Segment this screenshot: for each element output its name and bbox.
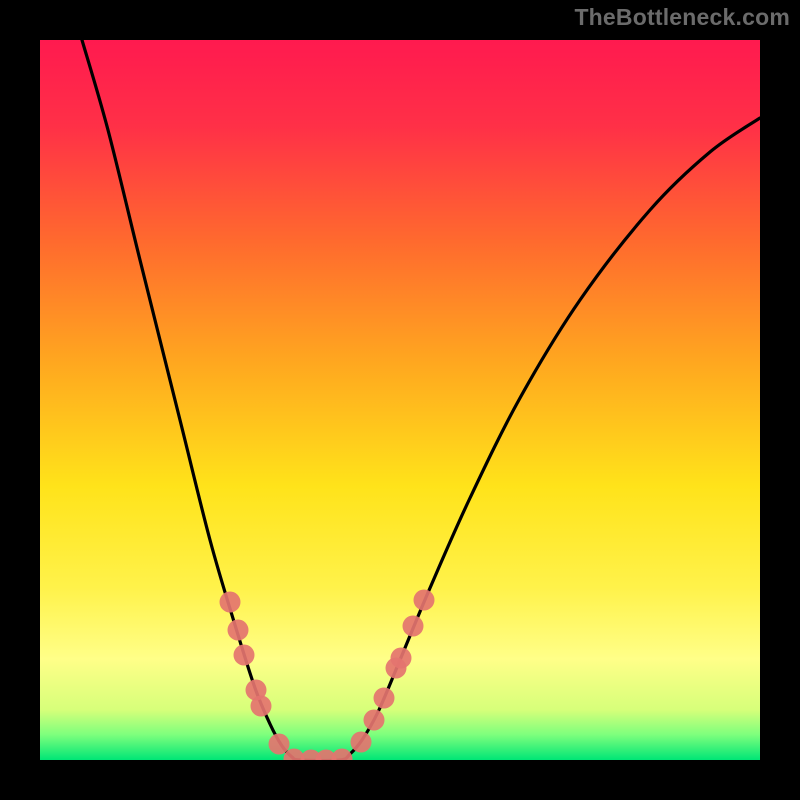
data-marker <box>403 616 424 637</box>
data-marker <box>374 688 395 709</box>
watermark-text: TheBottleneck.com <box>574 4 790 31</box>
data-marker <box>351 732 372 753</box>
data-marker <box>234 645 255 666</box>
data-marker <box>414 590 435 611</box>
data-marker <box>364 710 385 731</box>
data-marker <box>391 648 412 669</box>
bottleneck-chart-svg <box>0 0 800 800</box>
data-marker <box>220 592 241 613</box>
chart-canvas: TheBottleneck.com <box>0 0 800 800</box>
data-marker <box>269 734 290 755</box>
data-marker <box>228 620 249 641</box>
data-marker <box>251 696 272 717</box>
